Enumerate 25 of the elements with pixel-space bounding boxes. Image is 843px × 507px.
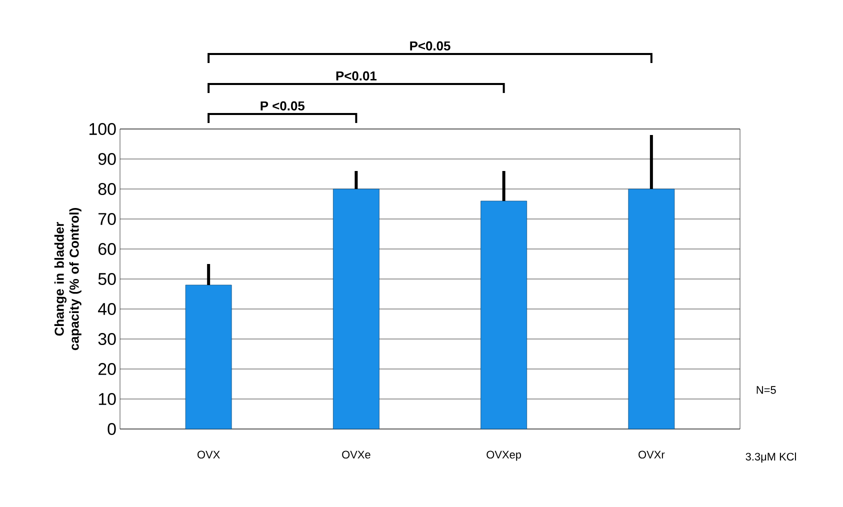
y-tick-label: 70 (98, 213, 116, 225)
bar (480, 200, 528, 430)
text: N=5 (756, 386, 776, 394)
text: P<0.05 (410, 41, 450, 50)
y-tick-label: 60 (98, 243, 116, 255)
x-tick-label: OVXr (638, 450, 665, 459)
y-tick-label: 0 (108, 423, 116, 435)
y-tick-label: 40 (98, 303, 116, 315)
bar (185, 284, 232, 430)
y-tick-label: 30 (98, 333, 116, 345)
text: P <0.05 (260, 101, 305, 110)
y-tick-label: 100 (90, 123, 116, 135)
x-axis-title: 3.3μM KCl (746, 452, 796, 463)
y-tick-label: 10 (98, 393, 116, 405)
y-axis-title: Change in bladder capacity (% of Control) (54, 208, 82, 350)
y-tick-label: 50 (98, 273, 116, 285)
bar (332, 188, 380, 430)
text: P<0.01 (336, 71, 377, 80)
x-tick-label: OVX (198, 450, 220, 459)
bar (628, 188, 675, 430)
x-tick-label: OVXep (486, 450, 522, 461)
y-tick-label: 90 (98, 153, 116, 165)
x-tick-label: OVXe (342, 450, 370, 459)
y-tick-label: 80 (98, 183, 116, 195)
y-tick-label: 20 (98, 363, 116, 375)
